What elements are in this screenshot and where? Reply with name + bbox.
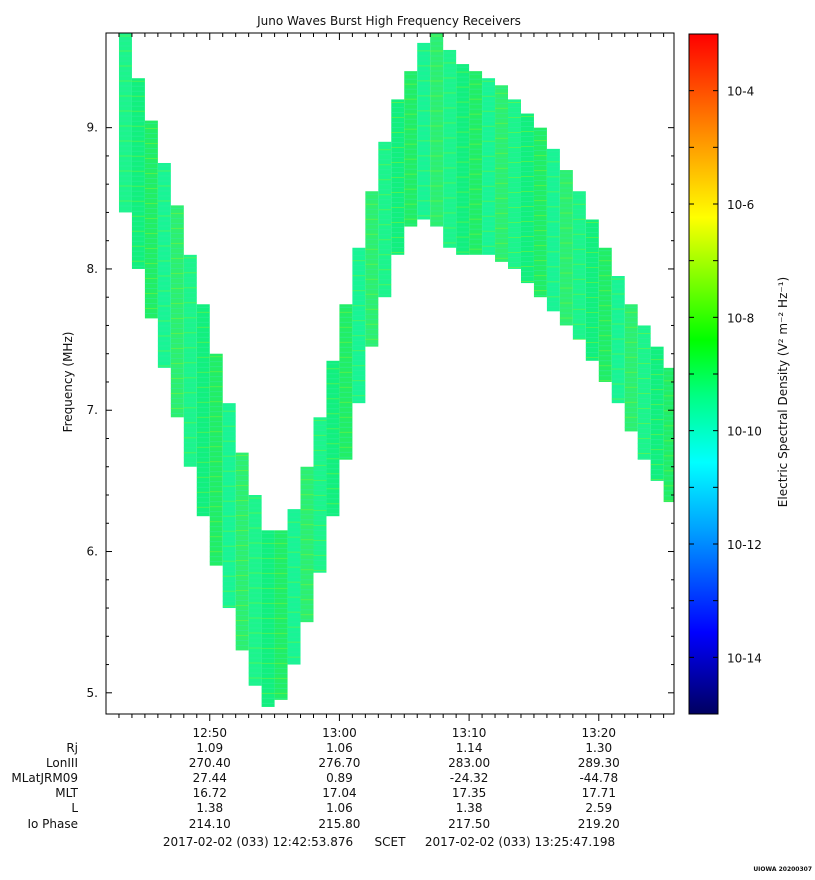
x-tick-label: 13:20 [581,726,616,740]
ephemeris-value: 289.30 [578,756,620,770]
spectrogram-column [637,325,651,460]
ephemeris-value: 17.71 [582,786,616,800]
time-range-start: 2017-02-02 (033) 12:42:53.876 [163,835,353,849]
ephemeris-value: 276.70 [318,756,360,770]
spectrogram-column [131,78,145,269]
time-range-end: 2017-02-02 (033) 13:25:47.198 [425,835,615,849]
ephemeris-value: 16.72 [193,786,227,800]
y-tick-label: 9. [87,121,98,135]
x-tick-label: 13:00 [322,726,357,740]
ephemeris-value: 1.38 [456,801,483,815]
spectrogram-column [572,191,586,340]
y-tick-label: 8. [87,262,98,276]
y-tick-label: 7. [87,403,98,417]
ephemeris-value: 283.00 [448,756,490,770]
colorbar-ticks: 10-4 10-6 10-8 10-10 10-12 10-14 [689,33,762,665]
spectrogram-column [183,254,197,467]
x-axis: 12:50 13:00 13:10 13:20 [118,33,665,740]
y-axis-label: Frequency (MHz) [61,332,75,433]
ephemeris-value: 1.30 [585,741,612,755]
colorbar-tick-label: 10-4 [727,85,754,99]
spectrogram-column [585,219,599,361]
spectrogram-column [611,276,625,404]
colorbar-label: Electric Spectral Density (V² m⁻² Hz⁻¹) [776,277,790,507]
ephemeris-table: Rj 1.09 1.06 1.14 1.30 LonIII 270.40 276.70 283.… [11,741,619,831]
ephemeris-value: 1.06 [326,741,353,755]
y-axis: 5. 6. 7. 8. 9. [87,121,674,700]
spectrogram-column [274,530,288,700]
ephemeris-value: 215.80 [318,817,360,831]
spectrogram-column [456,64,470,255]
ephemeris-value: -44.78 [579,771,618,785]
spectrogram-column [520,113,534,284]
ephemeris-value: 219.20 [578,817,620,831]
colorbar-tick-label: 10-14 [727,651,762,665]
spectrogram-column [469,71,483,255]
ephemeris-value: -24.32 [450,771,489,785]
ephemeris-value: 17.04 [322,786,356,800]
ephemeris-value: 217.50 [448,817,490,831]
x-tick-label: 13:10 [452,726,487,740]
ephemeris-value: 17.35 [452,786,486,800]
colorbar-tick-label: 10-8 [727,311,754,325]
colorbar-tick-label: 10-6 [727,198,754,212]
ephemeris-row-label: L [71,801,78,815]
footer-stamp: UIOWA 20200307 [753,866,812,873]
spectrogram-column [118,33,132,213]
ephemeris-value: 1.14 [456,741,483,755]
spectrogram-band [118,33,674,707]
spectrogram-column [533,127,547,298]
ephemeris-value: 2.59 [585,801,612,815]
x-tick-label: 12:50 [192,726,227,740]
spectrogram-column [196,304,210,517]
ephemeris-row-label: Io Phase [27,817,78,831]
spectrogram-column [430,33,444,227]
spectrogram-column [508,99,521,269]
ephemeris-value: 270.40 [189,756,231,770]
ephemeris-row-label: MLatJRM09 [11,771,78,785]
ephemeris-value: 214.10 [189,817,231,831]
ephemeris-value: 1.06 [326,801,353,815]
ephemeris-value: 1.38 [196,801,223,815]
ephemeris-value: 27.44 [193,771,227,785]
spectrogram-column [248,495,262,686]
time-range-label: SCET [375,835,407,849]
spectrogram-column [650,346,664,481]
spectrogram-column [546,148,560,312]
colorbar-tick-label: 10-12 [727,538,762,552]
ephemeris-row-label: MLT [55,786,78,800]
spectrogram-column [157,162,171,368]
ephemeris-value: 0.89 [326,771,353,785]
y-tick-label: 5. [87,686,98,700]
ephemeris-value: 1.09 [196,741,223,755]
ephemeris-row-label: LonIII [46,756,78,770]
spectrogram-column [598,247,612,382]
chart-title: Juno Waves Burst High Frequency Receiver… [256,14,521,28]
plot-frame [105,32,675,715]
y-tick-label: 6. [87,545,98,559]
spectrogram-column [222,403,236,609]
spectrogram-column [209,353,223,566]
spectrogram-column [624,304,638,432]
spectrogram-column [663,367,674,503]
colorbar-tick-label: 10-10 [727,425,762,439]
ephemeris-row-label: Rj [66,741,78,755]
spectrogram-column [170,205,184,418]
